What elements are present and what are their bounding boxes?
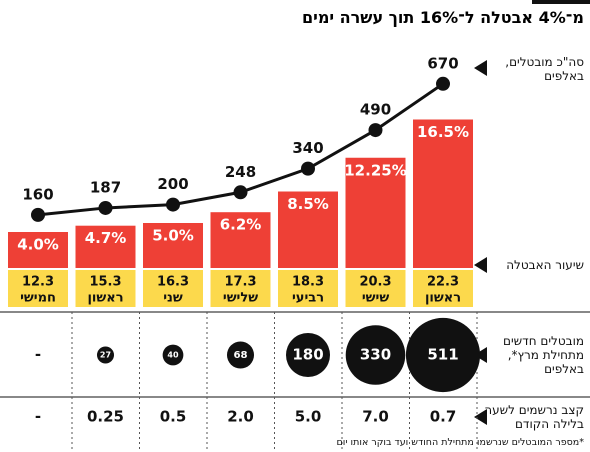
day-label: שני	[163, 291, 183, 306]
date-cell	[345, 270, 406, 307]
x-tick-label: 16.3	[157, 275, 189, 290]
point-label: 490	[360, 101, 391, 119]
point-label: 670	[427, 54, 458, 72]
rate-label: 0.25	[87, 408, 124, 426]
bubble-label: 27	[100, 351, 111, 360]
date-cell	[143, 270, 203, 307]
day-label: שלישי	[223, 291, 258, 306]
point-label: 160	[22, 185, 53, 203]
date-cell	[8, 270, 68, 307]
point-label: 340	[292, 139, 323, 157]
arrow	[474, 347, 487, 363]
chart-title: מ־4% אבטלה ל־16% תוך עשרה ימים	[301, 8, 584, 27]
point	[166, 197, 180, 212]
bar-label: 6.2%	[220, 216, 262, 234]
arrow	[474, 60, 487, 76]
arrow	[474, 257, 487, 273]
bar-label: 4.0%	[17, 236, 59, 254]
rate-label: 0.7	[430, 408, 457, 426]
bar	[75, 225, 136, 268]
row-label: קצב נרשמים לשעה בלילה הקודם	[484, 403, 584, 431]
x-tick-label: 12.3	[22, 275, 54, 290]
bubble-label: 511	[427, 346, 458, 364]
bubble	[285, 332, 331, 378]
date-cell	[413, 270, 473, 307]
footnote: *מספר המובטלים שנרשמו מתחילת החודש ועד ב…	[336, 437, 585, 448]
rate-label: 2.0	[227, 408, 254, 426]
point-label: 200	[157, 175, 188, 193]
point	[301, 161, 315, 176]
bubble	[345, 325, 406, 385]
legend-bar: שיעור האבטלה	[506, 258, 584, 272]
bar	[278, 191, 338, 268]
point	[98, 200, 113, 215]
legend-line: סה"כ מובטלים, באלפים	[505, 55, 584, 83]
title-accent	[532, 0, 590, 4]
bar	[143, 223, 203, 268]
bubble-label: 330	[360, 346, 391, 364]
bar-label: 4.7%	[85, 229, 127, 247]
bar	[8, 232, 68, 268]
bubble	[226, 341, 255, 369]
bar-label: 8.5%	[287, 195, 329, 213]
point-label: 187	[90, 178, 121, 196]
day-label: ראשון	[87, 291, 123, 306]
bubble	[162, 344, 184, 366]
x-tick-label: 22.3	[427, 275, 459, 290]
x-tick-label: 15.3	[89, 275, 121, 290]
point	[233, 185, 248, 200]
bubble-label: 68	[233, 350, 247, 361]
point	[436, 76, 450, 91]
bar-label: 5.0%	[152, 227, 194, 245]
point	[368, 123, 383, 138]
row-label: מובטלים חדשים מתחילת מרץ*, באלפים	[503, 334, 584, 376]
day-label: חמישי	[20, 291, 56, 306]
rate-label: 5.0	[295, 408, 322, 426]
x-tick-label: 17.3	[224, 275, 256, 290]
rate-label: -	[35, 408, 41, 426]
x-tick-label: 18.3	[292, 275, 324, 290]
point-label: 248	[225, 163, 256, 181]
bubble	[96, 346, 115, 364]
date-cell	[210, 270, 271, 307]
date-cell	[278, 270, 338, 307]
bubble-label: 40	[167, 351, 179, 360]
day-label: ראשון	[425, 291, 461, 306]
point	[31, 207, 45, 222]
bubble	[405, 317, 481, 393]
rate-label: 7.0	[362, 408, 389, 426]
bar	[413, 119, 473, 268]
bar-label: 12.25%	[344, 161, 406, 179]
rate-label: 0.5	[160, 408, 187, 426]
bubble-label: -	[35, 346, 41, 364]
bar	[345, 157, 406, 268]
day-label: שישי	[362, 291, 390, 306]
bar	[210, 212, 271, 268]
x-tick-label: 20.3	[359, 275, 391, 290]
date-cell	[75, 270, 136, 307]
arrow	[474, 409, 487, 425]
day-label: רביעי	[292, 291, 324, 306]
bubble-label: 180	[292, 346, 323, 364]
bar-label: 16.5%	[417, 123, 469, 141]
